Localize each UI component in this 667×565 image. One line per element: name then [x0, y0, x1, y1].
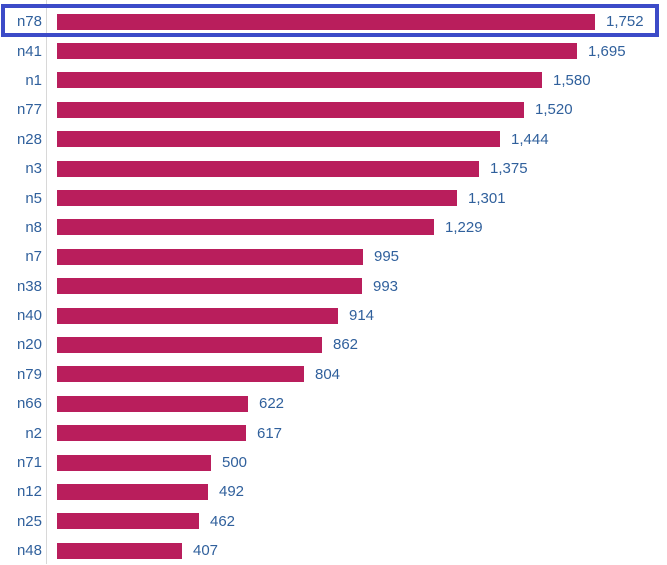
bar[interactable]: [57, 278, 362, 295]
bar[interactable]: [57, 454, 211, 471]
category-label: n12: [16, 483, 42, 501]
bar-row: n1 1,580: [0, 66, 667, 95]
category-label: n25: [16, 512, 42, 530]
bar[interactable]: [57, 43, 577, 60]
value-label: 1,301: [468, 189, 506, 207]
bar-row: n78 1,752: [0, 7, 667, 36]
bar-area: 617: [57, 425, 282, 442]
bar-row: n71 500: [0, 448, 667, 477]
bar[interactable]: [57, 425, 246, 442]
category-label: n38: [16, 277, 42, 295]
category-label: n79: [16, 365, 42, 383]
value-label: 1,580: [553, 71, 591, 89]
category-label: n7: [25, 248, 42, 266]
bar[interactable]: [57, 483, 208, 500]
category-label: n77: [16, 101, 42, 119]
category-label: n1: [25, 71, 42, 89]
category-label: n40: [16, 307, 42, 325]
bar-row: n41 1,695: [0, 36, 667, 65]
value-label: 862: [333, 336, 359, 354]
bar-row: n48 407: [0, 536, 667, 565]
bar-area: 1,752: [57, 13, 644, 30]
bar-area: 1,580: [57, 72, 591, 89]
bar[interactable]: [57, 219, 434, 236]
bar-area: 1,375: [57, 160, 528, 177]
value-label: 462: [210, 512, 236, 530]
bar[interactable]: [57, 131, 500, 148]
bar[interactable]: [57, 513, 199, 530]
bar-row: n5 1,301: [0, 183, 667, 212]
value-label: 500: [222, 454, 248, 472]
bar-row: n40 914: [0, 301, 667, 330]
bar-area: 492: [57, 483, 244, 500]
bar-area: 995: [57, 248, 399, 265]
value-label: 995: [374, 248, 400, 266]
bar-area: 1,520: [57, 101, 573, 118]
value-label: 492: [219, 483, 245, 501]
category-label: n20: [16, 336, 42, 354]
bar-area: 1,229: [57, 219, 483, 236]
value-label: 617: [257, 424, 283, 442]
category-label: n5: [25, 189, 42, 207]
bar[interactable]: [57, 248, 363, 265]
value-label: 1,375: [490, 160, 528, 178]
value-label: 407: [193, 542, 219, 560]
bar-area: 462: [57, 513, 235, 530]
bar-area: 1,444: [57, 131, 549, 148]
bar-area: 804: [57, 366, 340, 383]
bar-area: 862: [57, 336, 358, 353]
bar-area: 407: [57, 542, 218, 559]
value-label: 1,520: [535, 101, 573, 119]
y-axis-line: [46, 0, 47, 564]
bar[interactable]: [57, 160, 479, 177]
bar-row: n7 995: [0, 242, 667, 271]
bar[interactable]: [57, 307, 338, 324]
bar[interactable]: [57, 101, 524, 118]
bar-row: n3 1,375: [0, 154, 667, 183]
bar[interactable]: [57, 366, 304, 383]
category-label: n71: [16, 454, 42, 472]
bar-row: n2 617: [0, 418, 667, 447]
bar-row: n38 993: [0, 272, 667, 301]
bar-area: 914: [57, 307, 374, 324]
category-label: n41: [16, 42, 42, 60]
bar-row: n12 492: [0, 477, 667, 506]
category-label: n2: [25, 424, 42, 442]
category-label: n3: [25, 160, 42, 178]
value-label: 914: [349, 307, 375, 325]
bar-area: 622: [57, 395, 284, 412]
bar-area: 1,301: [57, 190, 506, 207]
value-label: 1,752: [606, 13, 644, 31]
bar[interactable]: [57, 13, 595, 30]
bar[interactable]: [57, 190, 457, 207]
bar-area: 993: [57, 278, 398, 295]
value-label: 1,229: [445, 218, 483, 236]
category-label: n48: [16, 542, 42, 560]
category-label: n28: [16, 130, 42, 148]
value-label: 1,444: [511, 130, 549, 148]
bar-row: n79 804: [0, 360, 667, 389]
value-label: 622: [259, 395, 285, 413]
bar[interactable]: [57, 336, 322, 353]
bar-area: 1,695: [57, 43, 626, 60]
bar-row: n8 1,229: [0, 213, 667, 242]
bar-row: n20 862: [0, 330, 667, 359]
bar-row: n66 622: [0, 389, 667, 418]
bar-row: n25 462: [0, 507, 667, 536]
bar[interactable]: [57, 395, 248, 412]
category-label: n78: [16, 13, 42, 31]
value-label: 1,695: [588, 42, 626, 60]
bar-row: n28 1,444: [0, 125, 667, 154]
bar-area: 500: [57, 454, 247, 471]
value-label: 993: [373, 277, 399, 295]
bar[interactable]: [57, 72, 542, 89]
bar-row: n77 1,520: [0, 95, 667, 124]
value-label: 804: [315, 365, 341, 383]
bar[interactable]: [57, 542, 182, 559]
category-label: n8: [25, 218, 42, 236]
category-label: n66: [16, 395, 42, 413]
